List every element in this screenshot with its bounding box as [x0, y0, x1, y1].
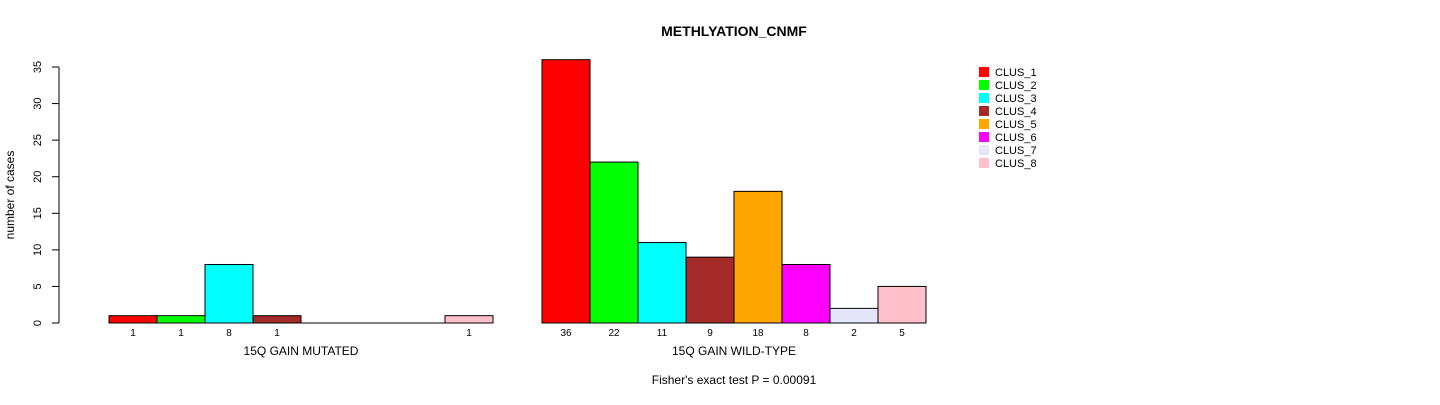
bar-clus-2	[589, 161, 639, 324]
legend-label: CLUS_4	[995, 106, 1037, 118]
legend-label: CLUS_3	[995, 93, 1037, 105]
bar-clus-3	[637, 242, 687, 324]
y-tick-label: 35	[32, 61, 44, 73]
y-tick-label: 25	[32, 134, 44, 146]
bar-value-label: 18	[752, 328, 764, 339]
y-tick-label: 0	[32, 320, 44, 326]
legend-swatch	[979, 106, 989, 116]
bar-clus-2	[156, 315, 206, 324]
legend-swatch	[979, 93, 989, 103]
bar-clus-1	[108, 315, 158, 324]
y-tick-label: 5	[32, 283, 44, 289]
bar-clus-4	[252, 315, 302, 324]
bar-clus-1	[541, 59, 591, 324]
y-tick-label: 20	[32, 171, 44, 183]
legend-label: CLUS_6	[995, 132, 1037, 144]
bar-clus-5	[733, 190, 783, 324]
bar-clus-8	[444, 315, 494, 324]
y-tick-label: 10	[32, 244, 44, 256]
legend-label: CLUS_8	[995, 158, 1037, 170]
legend: CLUS_1CLUS_2CLUS_3CLUS_4CLUS_5CLUS_6CLUS…	[979, 67, 1037, 170]
bar-value-label: 8	[226, 328, 232, 339]
bar-value-label: 11	[657, 328, 668, 339]
legend-label: CLUS_1	[995, 67, 1037, 79]
y-tick-label: 15	[32, 207, 44, 219]
bar-value-label: 1	[274, 328, 280, 339]
bar-value-label: 5	[899, 328, 905, 339]
y-tick-label: 30	[32, 97, 44, 109]
legend-label: CLUS_7	[995, 145, 1037, 157]
legend-swatch	[979, 145, 989, 155]
bar-value-label: 2	[851, 328, 857, 339]
y-axis-label: number of cases	[3, 151, 17, 240]
bar-value-label: 22	[608, 328, 620, 339]
bar-value-label: 9	[707, 328, 713, 339]
group-label: 15Q GAIN WILD-TYPE	[672, 344, 796, 358]
bar-value-label: 36	[560, 328, 572, 339]
bar-clus-7	[829, 307, 879, 324]
legend-label: CLUS_5	[995, 119, 1037, 131]
legend-swatch	[979, 132, 989, 142]
bar-clus-3	[204, 263, 254, 324]
y-axis: 0 5 10 15 20 25 30 35	[32, 61, 60, 326]
chart-title: METHLYATION_CNMF	[661, 23, 807, 39]
bar-clus-6	[781, 263, 831, 324]
footer-pvalue: Fisher's exact test P = 0.00091	[652, 373, 817, 387]
bar-value-label: 1	[466, 328, 472, 339]
legend-swatch	[979, 80, 989, 90]
legend-swatch	[979, 119, 989, 129]
bar-value-label: 1	[178, 328, 184, 339]
legend-swatch	[979, 67, 989, 77]
bar-value-label: 1	[130, 328, 136, 339]
bar-value-label: 8	[803, 328, 809, 339]
legend-label: CLUS_2	[995, 80, 1037, 92]
group-label: 15Q GAIN MUTATED	[244, 344, 359, 358]
legend-swatch	[979, 158, 989, 168]
bar-clus-4	[685, 256, 735, 324]
bar-clus-8	[877, 285, 927, 324]
